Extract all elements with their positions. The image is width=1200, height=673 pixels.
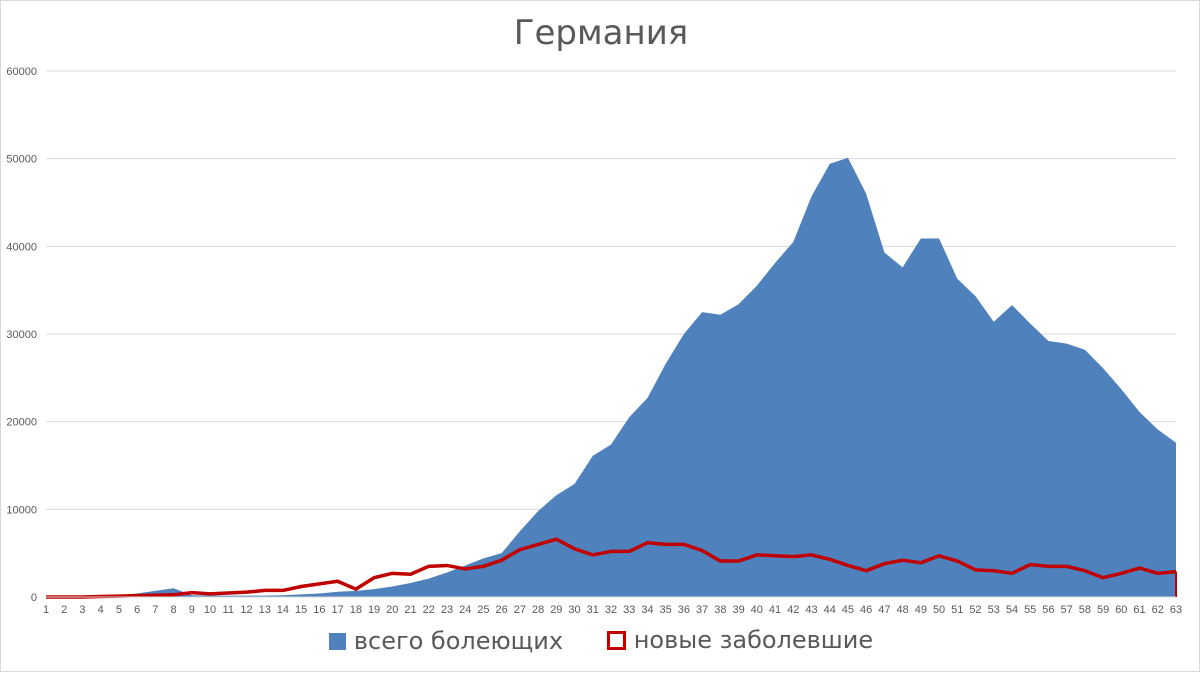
- x-tick-label: 52: [969, 604, 981, 616]
- legend-swatch-line: [606, 630, 626, 650]
- x-tick-label: 1: [43, 604, 49, 616]
- x-tick-label: 2: [61, 604, 67, 616]
- x-tick-label: 8: [171, 604, 177, 616]
- x-tick-label: 19: [368, 604, 380, 616]
- x-tick-label: 16: [313, 604, 325, 616]
- y-tick-label: 20000: [6, 417, 37, 429]
- x-tick-label: 41: [769, 604, 781, 616]
- x-tick-label: 45: [842, 604, 854, 616]
- y-tick-label: 50000: [6, 154, 37, 166]
- x-tick-label: 40: [751, 604, 763, 616]
- x-tick-label: 5: [116, 604, 122, 616]
- x-tick-label: 15: [295, 604, 307, 616]
- x-tick-label: 32: [605, 604, 617, 616]
- x-tick-label: 63: [1170, 604, 1182, 616]
- y-tick-label: 30000: [6, 329, 37, 341]
- x-tick-label: 6: [134, 604, 140, 616]
- x-tick-label: 54: [1006, 604, 1018, 616]
- line-series-new: [46, 537, 1177, 599]
- x-tick-label: 62: [1152, 604, 1164, 616]
- legend-item-total: всего болеющих: [328, 627, 564, 655]
- x-tick-label: 50: [933, 604, 945, 616]
- x-tick-label: 3: [79, 604, 85, 616]
- x-tick-label: 55: [1024, 604, 1036, 616]
- x-tick-label: 58: [1079, 604, 1091, 616]
- x-tick-label: 44: [824, 604, 836, 616]
- x-tick-label: 12: [240, 604, 252, 616]
- x-tick-label: 26: [496, 604, 508, 616]
- x-tick-label: 14: [277, 604, 289, 616]
- area-series-total: [46, 157, 1176, 598]
- x-tick-label: 13: [259, 604, 271, 616]
- x-tick-label: 20: [386, 604, 398, 616]
- x-tick-label: 31: [587, 604, 599, 616]
- x-tick-label: 23: [441, 604, 453, 616]
- x-tick-label: 37: [696, 604, 708, 616]
- x-tick-label: 28: [532, 604, 544, 616]
- y-tick-label: 10000: [6, 504, 37, 516]
- x-tick-label: 10: [204, 604, 216, 616]
- y-tick-label: 0: [31, 592, 37, 604]
- x-tick-label: 35: [660, 604, 672, 616]
- x-tick-label: 24: [459, 604, 471, 616]
- x-tick-label: 9: [189, 604, 195, 616]
- x-tick-label: 34: [641, 604, 653, 616]
- x-tick-label: 4: [98, 604, 104, 616]
- x-tick-label: 61: [1133, 604, 1145, 616]
- x-tick-label: 60: [1115, 604, 1127, 616]
- x-tick-label: 59: [1097, 604, 1109, 616]
- x-tick-label: 18: [350, 604, 362, 616]
- x-tick-label: 47: [878, 604, 890, 616]
- legend-label-total: всего болеющих: [353, 627, 564, 655]
- x-tick-label: 56: [1042, 604, 1054, 616]
- x-tick-label: 29: [550, 604, 562, 616]
- x-tick-label: 39: [732, 604, 744, 616]
- x-tick-label: 11: [223, 604, 234, 616]
- x-tick-label: 27: [514, 604, 526, 616]
- x-tick-label: 53: [988, 604, 1000, 616]
- x-tick-label: 33: [623, 604, 635, 616]
- x-tick-label: 36: [678, 604, 690, 616]
- x-tick-label: 43: [805, 604, 817, 616]
- x-tick-label: 49: [915, 604, 927, 616]
- legend-item-new: новые заболевшие: [606, 626, 874, 654]
- x-tick-label: 21: [404, 604, 416, 616]
- y-tick-label: 40000: [6, 241, 37, 253]
- x-tick-label: 42: [787, 604, 799, 616]
- x-tick-label: 22: [423, 604, 435, 616]
- x-tick-label: 17: [331, 604, 343, 616]
- chart-legend: всего болеющих новые заболевшие: [1, 626, 1200, 656]
- x-tick-label: 25: [477, 604, 489, 616]
- y-tick-label: 60000: [6, 66, 37, 78]
- x-tick-label: 51: [951, 604, 963, 616]
- x-tick-label: 48: [896, 604, 908, 616]
- chart-title: Германия: [513, 13, 689, 53]
- x-tick-label: 46: [860, 604, 872, 616]
- x-tick-label: 38: [714, 604, 726, 616]
- x-tick-label: 30: [568, 604, 580, 616]
- x-tick-label: 57: [1061, 604, 1073, 616]
- legend-label-new: новые заболевшие: [633, 626, 874, 654]
- legend-swatch-area: [328, 632, 346, 650]
- x-tick-label: 7: [152, 604, 158, 616]
